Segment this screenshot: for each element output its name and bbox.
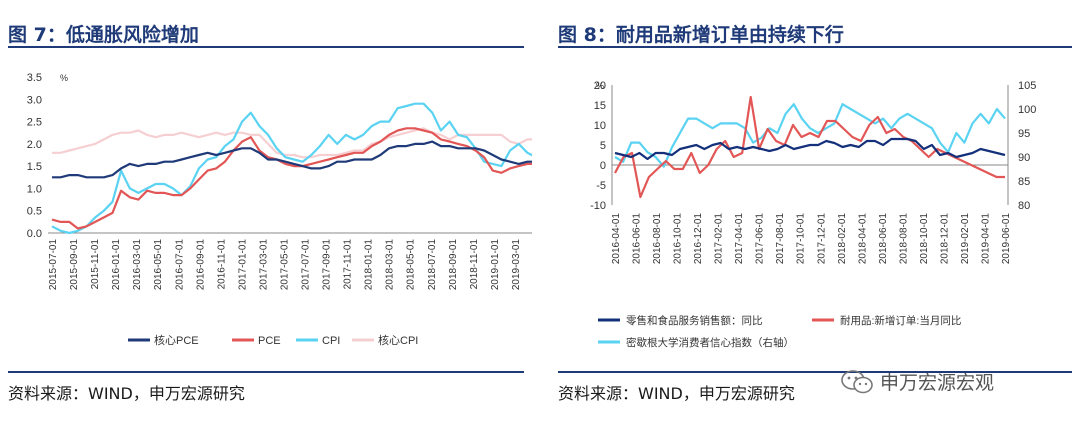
figure-7-title: 图 7：低通胀风险增加 — [8, 24, 199, 46]
figure-7-y-tick-label: 0.5 — [27, 206, 42, 218]
figure-7-x-tick-label: 2018-03-01 — [385, 239, 396, 291]
figure-8-y-right-tick-label: 100 — [1018, 104, 1036, 116]
figure-8-legend-label: 密歇根大学消费者信心指数（右轴） — [626, 336, 794, 349]
figure-8-legend-label: 耐用品:新增订单:当月同比 — [840, 314, 961, 327]
figure-7-x-tick-label: 2018-01-01 — [364, 239, 375, 291]
figure-7-x-tick-label: 2015-11-01 — [90, 239, 101, 290]
figure-7-x-tick-label: 2017-05-01 — [279, 239, 290, 291]
figure-7-legend-label: CPI — [322, 335, 340, 347]
figure-8-panel: 图 8：耐用品新增订单由持续下行 % 20 15 10 5 0 -5 -10 105 100 95 9… — [550, 0, 1080, 430]
figure-7-x-tick-label: 2018-07-01 — [427, 239, 438, 291]
figure-7-legend-label: PCE — [258, 335, 281, 347]
figure-7-x-tick-label: 2018-05-01 — [406, 239, 417, 291]
watermark: 申万宏源宏观 — [840, 368, 994, 395]
figure-7-panel: 图 7：低通胀风险增加 % 0.0 0.5 1.0 1.5 2.0 2.5 3.0 3.5 201… — [0, 0, 532, 430]
figure-7-y-tick-label: 3.0 — [27, 94, 42, 106]
figure-8-y-left-tick-label: 20 — [594, 80, 606, 92]
figure-8-y-right-tick-label: 105 — [1018, 80, 1036, 92]
figure-7-x-tick-label: 2019-03-01 — [511, 239, 522, 291]
figure-7-x-tick-label: 2017-03-01 — [258, 239, 269, 291]
figure-7-y-tick-label: 2.5 — [27, 117, 42, 129]
figure-7-x-tick-label: 2016-11-01 — [216, 239, 227, 290]
figure-7-x-tick-label: 2017-09-01 — [322, 239, 333, 291]
figure-8-x-tick-label: 2017-02-01 — [714, 213, 725, 265]
figure-7-y-tick-label: 1.0 — [27, 183, 42, 195]
figure-7-x-tick-label: 2018-11-01 — [469, 239, 480, 290]
figure-7-series-line-CPI — [51, 102, 532, 235]
figure-7-y-tick-label: 1.5 — [27, 161, 42, 173]
figure-8-series-line-1 — [614, 95, 1005, 199]
figure-7-x-tick-label: 2016-05-01 — [153, 239, 164, 291]
figure-7-series-line-核心CPI — [52, 127, 532, 159]
figure-8-x-tick-label: 2016-12-01 — [693, 213, 704, 265]
figure-7-x-tick-label: 2017-01-01 — [237, 239, 248, 291]
figure-8-x-tick-label: 2017-06-01 — [755, 213, 766, 265]
figure-8-x-tick-label: 2016-06-01 — [632, 213, 643, 265]
figure-8-y-left-tick-label: 15 — [594, 100, 606, 112]
figure-8-x-tick-label: 2018-06-01 — [878, 213, 889, 265]
figure-7-x-tick-label: 2015-09-01 — [69, 239, 80, 291]
figure-8-x-tick-label: 2019-04-01 — [980, 213, 991, 265]
figure-7-legend-label: 核心PCE — [154, 333, 199, 347]
figure-8-x-tick-label: 2016-08-01 — [652, 213, 663, 265]
figure-8-y-right-tick-label: 85 — [1018, 176, 1030, 188]
figure-7-y-tick-label: 0.0 — [27, 228, 42, 240]
figure-7-x-tick-label: 2017-11-01 — [343, 239, 354, 290]
figure-8-legend-label: 零售和食品服务销售额：同比 — [626, 314, 763, 327]
figure-8-top-rule — [558, 46, 1072, 48]
figure-8-y-left-tick-label: -5 — [596, 180, 606, 192]
figure-8-x-tick-label: 2016-10-01 — [673, 213, 684, 265]
figure-7-x-tick-label: 2016-03-01 — [132, 239, 143, 291]
figure-8-y-left-tick-label: 0 — [600, 160, 606, 172]
figure-8-x-tick-label: 2019-02-01 — [960, 213, 971, 265]
figure-7-x-tick-label: 2019-01-01 — [490, 239, 501, 291]
figure-7-legend-label: 核心CPI — [378, 333, 418, 347]
figure-8-x-tick-label: 2017-10-01 — [796, 213, 807, 265]
figure-8-series-line-2 — [614, 103, 1006, 168]
figure-8-y-left-tick-label: 10 — [594, 120, 606, 132]
figure-7-y-tick-label: 2.0 — [27, 139, 42, 151]
figure-8-x-tick-label: 2017-08-01 — [775, 213, 786, 265]
figure-8-unit-label: % — [596, 81, 604, 91]
figure-7-source: 资料来源：WIND，申万宏源研究 — [8, 384, 245, 403]
figure-7-unit-label: % — [60, 73, 68, 83]
figure-7-top-rule — [8, 46, 524, 48]
figure-8-y-right-tick-label: 80 — [1018, 200, 1030, 212]
figure-7-x-tick-label: 2016-01-01 — [111, 239, 122, 291]
figure-8-series-line-0 — [614, 137, 1006, 161]
figure-8-x-tick-label: 2017-12-01 — [816, 213, 827, 265]
figure-8-x-tick-label: 2018-10-01 — [919, 213, 930, 265]
watermark-text: 申万宏源宏观 — [880, 372, 995, 394]
figure-7-x-tick-label: 2016-09-01 — [195, 239, 206, 291]
figure-7-chart: % 0.0 0.5 1.0 1.5 2.0 2.5 3.0 3.5 2015-07-01 2015-… — [27, 72, 532, 347]
figure-8-x-tick-label: 2019-06-01 — [1001, 213, 1012, 265]
figure-8-x-tick-label: 2018-12-01 — [939, 213, 950, 265]
figure-8-x-tick-label: 2018-08-01 — [898, 213, 909, 265]
figure-8-y-left-tick-label: -10 — [590, 200, 606, 212]
figure-8-source: 资料来源：WIND，申万宏源研究 — [558, 384, 795, 403]
figure-8-title: 图 8：耐用品新增订单由持续下行 — [558, 24, 844, 46]
figure-7-bottom-rule — [8, 371, 524, 373]
figure-8-y-left-tick-label: 5 — [600, 140, 606, 152]
figure-7-x-tick-label: 2017-07-01 — [301, 239, 312, 291]
figure-7-x-tick-label: 2015-07-01 — [48, 239, 59, 291]
figure-8-x-tick-label: 2018-02-01 — [837, 213, 848, 265]
figure-8-x-tick-label: 2017-04-01 — [734, 213, 745, 265]
figure-7-y-tick-label: 3.5 — [27, 72, 42, 84]
figure-8-x-tick-label: 2018-04-01 — [857, 213, 868, 265]
figure-8-y-right-tick-label: 95 — [1018, 128, 1030, 140]
figure-8-y-right-tick-label: 90 — [1018, 152, 1030, 164]
figure-7-series-line-核心PCE — [52, 140, 532, 179]
figure-8-bottom-rule — [558, 371, 1072, 373]
figure-8-x-tick-label: 2016-04-01 — [611, 213, 622, 265]
wechat-icon — [841, 369, 873, 393]
figure-7-series-line-PCE — [51, 127, 532, 230]
figure-7-x-tick-label: 2018-09-01 — [448, 239, 459, 291]
figure-7-x-tick-label: 2016-07-01 — [174, 239, 185, 291]
